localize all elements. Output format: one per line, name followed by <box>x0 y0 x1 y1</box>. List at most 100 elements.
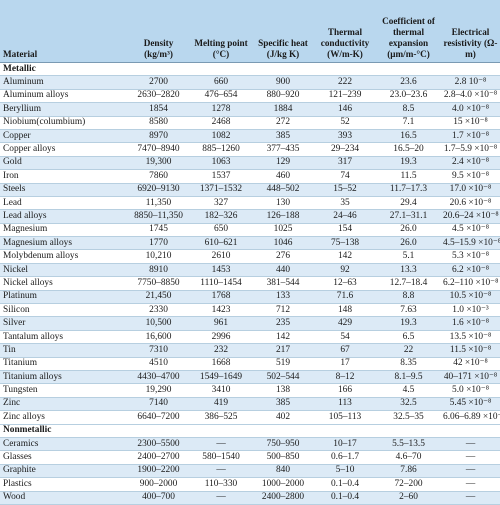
cell-electrical-resistivity: 40–171 ×10⁻⁸ <box>441 370 500 385</box>
cell-specific-heat: 2400–2800 <box>252 491 314 505</box>
cell-melting-point: 1423 <box>190 303 252 318</box>
cell-material: Zinc alloys <box>0 410 127 425</box>
cell-melting-point: 476–654 <box>190 89 252 104</box>
cell-electrical-resistivity: 17.0 ×10⁻⁸ <box>441 183 500 197</box>
cell-thermal-expansion: 5.5–13.5 <box>376 437 441 452</box>
cell-thermal-conductivity: 71.6 <box>314 290 376 305</box>
cell-thermal-expansion: 6.5 <box>376 330 441 345</box>
cell-density: 21,450 <box>127 290 190 305</box>
cell-thermal-conductivity: 12–63 <box>314 276 376 291</box>
cell-thermal-expansion: 7.86 <box>376 464 441 479</box>
cell-material: Wood <box>0 491 127 505</box>
cell-material: Gold <box>0 156 127 171</box>
cell-specific-heat: 133 <box>252 290 314 305</box>
cell-thermal-conductivity: 142 <box>314 249 376 264</box>
cell-density: 6640–7200 <box>127 410 190 425</box>
cell-thermal-conductivity: 92 <box>314 263 376 278</box>
table-row: Copper alloys 7470–8940 885–1260 377–435 29–… <box>0 142 500 157</box>
cell-thermal-expansion: 11.5 <box>376 169 441 184</box>
cell-material: Zinc <box>0 397 127 412</box>
cell-specific-heat: 126–188 <box>252 209 314 224</box>
cell-melting-point: 610–621 <box>190 236 252 251</box>
cell-material: Tin <box>0 343 127 358</box>
table-row: Plastics 900–2000 110–330 1000–2000 0.1–0.4 7… <box>0 477 500 492</box>
cell-thermal-expansion: 4.5 <box>376 383 441 398</box>
cell-density: 8850–11,350 <box>127 209 190 224</box>
cell-density: 2300–5500 <box>127 437 190 452</box>
cell-specific-heat: 130 <box>252 196 314 211</box>
table-row: Molybdenum alloys 10,210 2610 276 142 5.1 5.3 … <box>0 249 500 264</box>
table-row: Silicon 2330 1423 712 148 7.63 1.0 ×10⁻³ <box>0 303 500 318</box>
cell-material: Copper <box>0 129 127 144</box>
cell-density: 7470–8940 <box>127 142 190 157</box>
cell-density: 400–700 <box>127 491 190 505</box>
cell-density: 6920–9130 <box>127 183 190 197</box>
cell-melting-point: 961 <box>190 316 252 331</box>
cell-thermal-conductivity: 35 <box>314 196 376 211</box>
cell-thermal-expansion: 8.1–9.5 <box>376 370 441 385</box>
cell-specific-heat: 448–502 <box>252 183 314 197</box>
cell-density: 2630–2820 <box>127 89 190 104</box>
table-row: Platinum 21,450 1768 133 71.6 8.8 10.5 ×10⁻⁸ <box>0 290 500 305</box>
cell-melting-point: 1668 <box>190 357 252 371</box>
section-row-nonmetallic: Nonmetallic <box>0 424 500 438</box>
cell-material: Iron <box>0 169 127 184</box>
cell-electrical-resistivity: 11.5 ×10⁻⁸ <box>441 343 500 358</box>
cell-material: Tungsten <box>0 383 127 398</box>
table-row: Iron 7860 1537 460 74 11.5 9.5 ×10⁻⁸ <box>0 169 500 184</box>
cell-thermal-conductivity: 8–12 <box>314 370 376 385</box>
cell-density: 4510 <box>127 357 190 371</box>
cell-electrical-resistivity: 2.4 ×10⁻⁸ <box>441 156 500 171</box>
cell-thermal-expansion: 16.5–20 <box>376 142 441 157</box>
cell-material: Graphite <box>0 464 127 479</box>
cell-thermal-conductivity: 146 <box>314 102 376 117</box>
cell-thermal-expansion: 16.5 <box>376 129 441 144</box>
cell-thermal-expansion: 32.5–35 <box>376 410 441 425</box>
cell-density: 2700 <box>127 75 190 90</box>
cell-specific-heat: 276 <box>252 249 314 264</box>
cell-material: Aluminum alloys <box>0 89 127 104</box>
cell-material: Plastics <box>0 477 127 492</box>
cell-material: Steels <box>0 183 127 197</box>
cell-melting-point: 1063 <box>190 156 252 171</box>
cell-thermal-conductivity: 222 <box>314 75 376 90</box>
cell-material: Niobium(columbium) <box>0 116 127 130</box>
cell-electrical-resistivity: — <box>441 437 500 452</box>
cell-material: Molybdenum alloys <box>0 249 127 264</box>
cell-material: Lead <box>0 196 127 211</box>
cell-electrical-resistivity: — <box>441 477 500 492</box>
cell-thermal-conductivity: 393 <box>314 129 376 144</box>
cell-thermal-expansion: 8.8 <box>376 290 441 305</box>
cell-specific-heat: 1000–2000 <box>252 477 314 492</box>
cell-thermal-expansion: 27.1–31.1 <box>376 209 441 224</box>
cell-material: Titanium <box>0 357 127 371</box>
cell-thermal-conductivity: 0.1–0.4 <box>314 491 376 505</box>
cell-thermal-conductivity: 429 <box>314 316 376 331</box>
section-row-metallic: Metallic <box>0 62 500 77</box>
cell-melting-point: 1371–1532 <box>190 183 252 197</box>
table-row: Steels 6920–9130 1371–1532 448–502 15–52 11.7… <box>0 183 500 197</box>
table-row: Gold 19,300 1063 129 317 19.3 2.4 ×10⁻⁸ <box>0 156 500 171</box>
cell-specific-heat: 385 <box>252 129 314 144</box>
cell-electrical-resistivity: 6.2–110 ×10⁻⁸ <box>441 276 500 291</box>
cell-thermal-conductivity: 67 <box>314 343 376 358</box>
cell-melting-point: 1537 <box>190 169 252 184</box>
cell-thermal-expansion: 13.3 <box>376 263 441 278</box>
cell-melting-point: 232 <box>190 343 252 358</box>
table-row: Titanium 4510 1668 519 17 8.35 42 ×10⁻⁸ <box>0 357 500 371</box>
cell-melting-point: 2468 <box>190 116 252 130</box>
cell-material: Copper alloys <box>0 142 127 157</box>
cell-melting-point: 419 <box>190 397 252 412</box>
cell-melting-point: 2996 <box>190 330 252 345</box>
cell-material: Ceramics <box>0 437 127 452</box>
table-row: Tin 7310 232 217 67 22 11.5 ×10⁻⁸ <box>0 343 500 358</box>
cell-specific-heat: 402 <box>252 410 314 425</box>
cell-thermal-conductivity: 154 <box>314 223 376 238</box>
cell-melting-point: 650 <box>190 223 252 238</box>
section-title: Nonmetallic <box>0 424 500 438</box>
cell-thermal-expansion: 4.6–70 <box>376 450 441 465</box>
cell-density: 19,290 <box>127 383 190 398</box>
cell-thermal-conductivity: 15–52 <box>314 183 376 197</box>
cell-melting-point: — <box>190 491 252 505</box>
